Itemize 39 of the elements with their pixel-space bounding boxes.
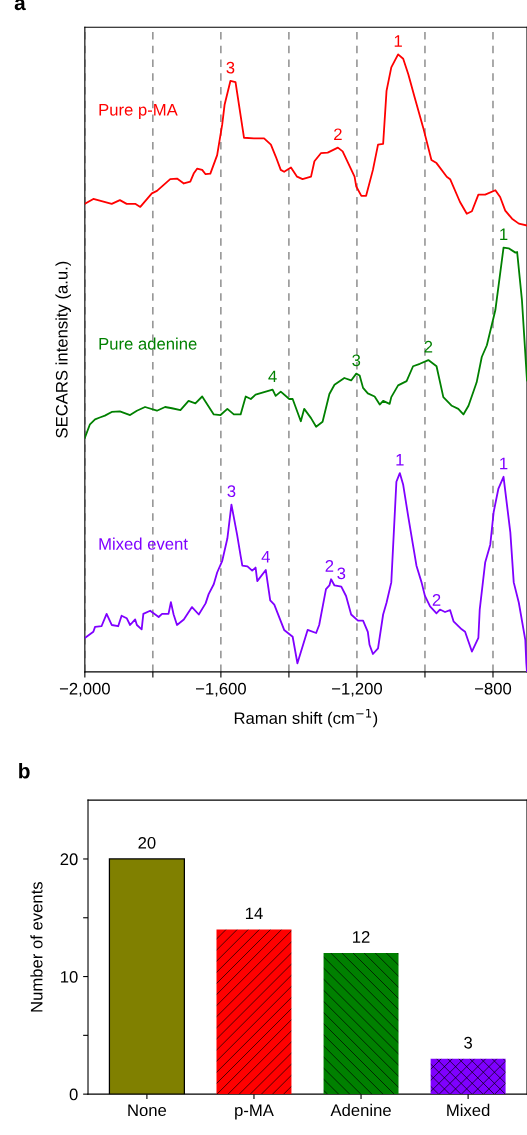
y-tick-label: 0 bbox=[69, 1088, 78, 1101]
data-label: 14 bbox=[245, 907, 263, 920]
annotation: 1 bbox=[500, 457, 508, 470]
y-tick-label: 10 bbox=[61, 970, 78, 983]
annotation: 1 bbox=[394, 35, 402, 47]
bar bbox=[323, 953, 399, 1095]
data-label: 20 bbox=[138, 836, 156, 849]
annotation: 4 bbox=[261, 550, 270, 563]
annotation: 3 bbox=[337, 567, 346, 580]
text: b bbox=[19, 763, 30, 779]
annotation: 3 bbox=[226, 61, 235, 74]
x-tick-label: Adenine bbox=[330, 1103, 391, 1117]
x-tick-label: −1,600 bbox=[196, 682, 246, 697]
text: Pure adenine bbox=[99, 337, 197, 350]
x-tick-label: None bbox=[128, 1104, 167, 1117]
x-axis-title: Raman shift (cm$^{−1}$) bbox=[234, 708, 378, 728]
data-label: 3 bbox=[464, 1036, 473, 1049]
annotation: 1 bbox=[500, 228, 508, 241]
data-label: 12 bbox=[353, 931, 370, 943]
y-tick-label: 20 bbox=[60, 853, 78, 866]
bar bbox=[216, 929, 292, 1095]
annotation: 2 bbox=[424, 340, 433, 353]
annotation: 3 bbox=[352, 354, 361, 367]
text: Pure p-MA bbox=[99, 104, 178, 119]
annotation: 1 bbox=[396, 453, 404, 466]
annotation: 2 bbox=[334, 128, 342, 141]
annotation: 2 bbox=[325, 560, 334, 572]
annotation: 3 bbox=[227, 485, 236, 498]
y-axis-title: SECARS intensity (a.u.) bbox=[55, 261, 71, 438]
x-tick-label: −800 bbox=[475, 682, 512, 695]
x-tick-label: p-MA bbox=[235, 1104, 274, 1120]
bar bbox=[430, 1058, 506, 1095]
text: Mixed event bbox=[99, 537, 188, 550]
annotation: 2 bbox=[432, 593, 441, 606]
annotation: 4 bbox=[268, 370, 277, 383]
x-tick-label: −2,000 bbox=[59, 682, 110, 697]
x-tick-label: Mixed bbox=[447, 1103, 490, 1117]
y-axis-title: Number of events bbox=[30, 881, 43, 1012]
x-tick-label: −1,200 bbox=[332, 682, 383, 697]
